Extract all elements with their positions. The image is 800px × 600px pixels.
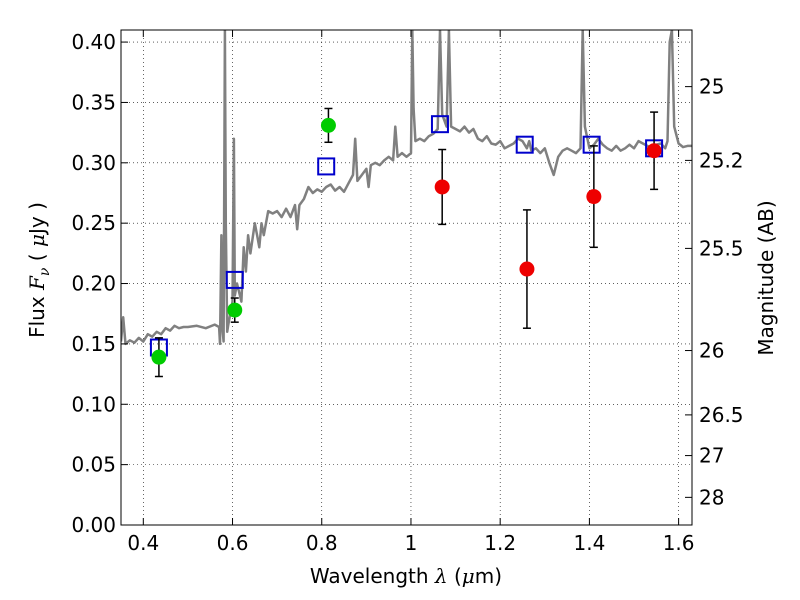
spectrum-line [121, 30, 692, 346]
observed-point [586, 189, 602, 205]
y-tick-label: 0.20 [71, 272, 116, 296]
magnitude-tick-label: 27 [699, 444, 724, 468]
x-tick-label: 0.4 [127, 531, 159, 555]
observed-point [646, 143, 662, 159]
x-tick-label: 0.8 [306, 531, 338, 555]
magnitude-axis-label: Magnitude (AB) [754, 200, 778, 355]
y-tick-label: 0.35 [71, 90, 116, 114]
magnitude-tick-label: 25 [699, 75, 724, 99]
magnitude-tick-label: 25.2 [699, 148, 744, 172]
magnitude-tick-label: 28 [699, 485, 724, 509]
model-photometry-square [317, 157, 336, 176]
series-layer [121, 30, 692, 378]
x-tick-label: 1.4 [573, 531, 605, 555]
observed-point [519, 261, 535, 277]
y-axis-label: Flux Fν ( μJy ) [25, 202, 53, 338]
x-tick-label: 0.6 [217, 531, 249, 555]
x-tick-label: 1.6 [663, 531, 695, 555]
grid [121, 30, 692, 526]
plot-frame [120, 29, 693, 526]
plot-area [121, 30, 692, 525]
magnitude-tick-label: 26 [699, 339, 724, 363]
ticks: 0.4 0.6 0.8 1 1.2 1.4 1.6 0.00 0.05 0.10 0.15 0.20 0… [71, 30, 744, 555]
model-photometry-square [582, 135, 601, 154]
y-tick-label: 0.40 [71, 30, 116, 54]
model-photometry-square [430, 115, 449, 134]
y-tick-label: 0.10 [71, 392, 116, 416]
observed-point [320, 117, 336, 133]
y-tick-label: 0.25 [71, 211, 116, 235]
magnitude-tick-label: 25.5 [699, 236, 744, 260]
magnitude-tick-label: 26.5 [699, 403, 744, 427]
observed-point [227, 302, 243, 318]
y-tick-label: 0.15 [71, 332, 116, 356]
model-photometry-square [515, 135, 534, 154]
x-axis-label: Wavelength λ (μm) [310, 564, 502, 588]
y-tick-label: 0.00 [71, 513, 116, 537]
x-tick-label: 1.2 [484, 531, 516, 555]
x-tick-label: 1 [405, 531, 418, 555]
y-tick-label: 0.05 [71, 453, 116, 477]
observed-point [151, 349, 167, 365]
observed-point [434, 179, 450, 195]
y-tick-label: 0.30 [71, 151, 116, 175]
model-photometry-square [225, 270, 244, 289]
